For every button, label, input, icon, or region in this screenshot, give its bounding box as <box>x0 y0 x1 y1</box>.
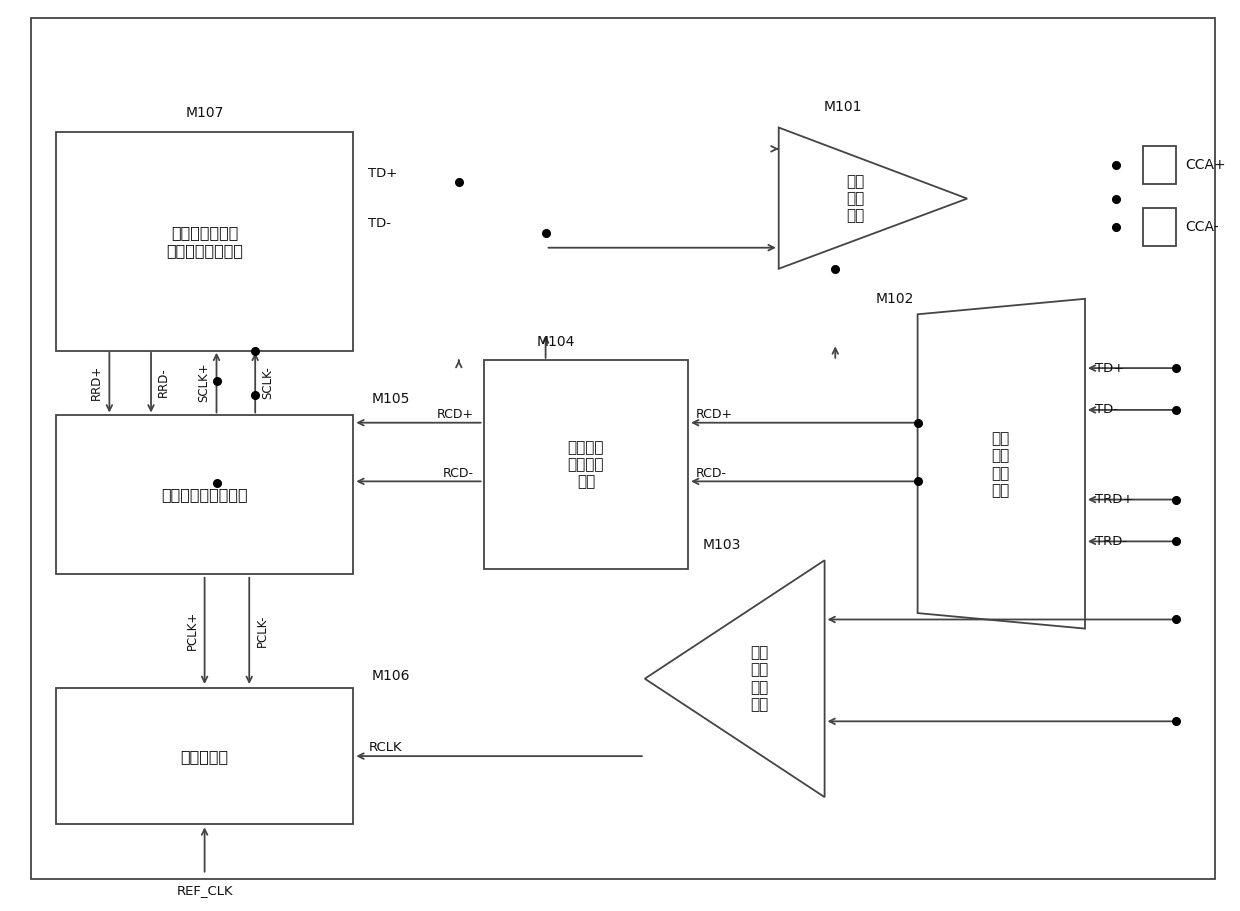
Text: TRD-: TRD- <box>1095 535 1127 548</box>
Text: 接收数据
跟踪采样
模块: 接收数据 跟踪采样 模块 <box>568 440 604 489</box>
Text: TD+: TD+ <box>1095 362 1125 374</box>
Polygon shape <box>779 128 967 269</box>
Text: 发送
驱动
模块: 发送 驱动 模块 <box>847 174 864 223</box>
Text: SCLK+: SCLK+ <box>197 363 211 403</box>
FancyBboxPatch shape <box>31 18 1215 879</box>
Text: PCLK-: PCLK- <box>255 615 268 647</box>
Text: M102: M102 <box>877 292 914 306</box>
FancyBboxPatch shape <box>1143 208 1176 246</box>
Text: 锁相环模块: 锁相环模块 <box>181 749 228 763</box>
Text: TRD+: TRD+ <box>1095 493 1133 506</box>
Text: RCLK: RCLK <box>368 741 402 753</box>
Text: RRD+: RRD+ <box>91 365 103 400</box>
Text: M103: M103 <box>703 537 740 552</box>
Text: 接收
数据
处理
模块: 接收 数据 处理 模块 <box>992 431 1009 498</box>
FancyBboxPatch shape <box>1143 146 1176 184</box>
Text: M101: M101 <box>823 100 863 115</box>
FancyBboxPatch shape <box>56 415 353 574</box>
Text: PCLK+: PCLK+ <box>186 611 198 650</box>
Text: CCA-: CCA- <box>1185 220 1219 234</box>
Text: SCLK-: SCLK- <box>262 366 274 399</box>
Text: TD-: TD- <box>1095 404 1118 416</box>
Text: M105: M105 <box>372 392 409 406</box>
FancyBboxPatch shape <box>56 688 353 824</box>
Text: 时钟
提取
放大
模块: 时钟 提取 放大 模块 <box>750 645 768 712</box>
Polygon shape <box>645 560 825 797</box>
Polygon shape <box>918 299 1085 629</box>
Text: 时钟和数据恢复模块: 时钟和数据恢复模块 <box>161 486 248 502</box>
Text: RRD-: RRD- <box>157 368 170 397</box>
Text: TD-: TD- <box>368 217 392 230</box>
Text: M104: M104 <box>537 334 574 349</box>
Text: RCD-: RCD- <box>696 466 727 480</box>
Text: RCD+: RCD+ <box>436 408 474 421</box>
Text: 接收数据编码和
发送数据编码模块: 接收数据编码和 发送数据编码模块 <box>166 225 243 258</box>
Text: RCD+: RCD+ <box>696 408 733 421</box>
Text: TD+: TD+ <box>368 167 398 179</box>
Text: RCD-: RCD- <box>443 466 474 480</box>
FancyBboxPatch shape <box>56 132 353 351</box>
Text: M107: M107 <box>186 106 223 120</box>
FancyBboxPatch shape <box>484 360 688 569</box>
Text: M106: M106 <box>371 669 410 683</box>
Text: CCA+: CCA+ <box>1185 158 1226 172</box>
Text: REF_CLK: REF_CLK <box>176 884 233 896</box>
